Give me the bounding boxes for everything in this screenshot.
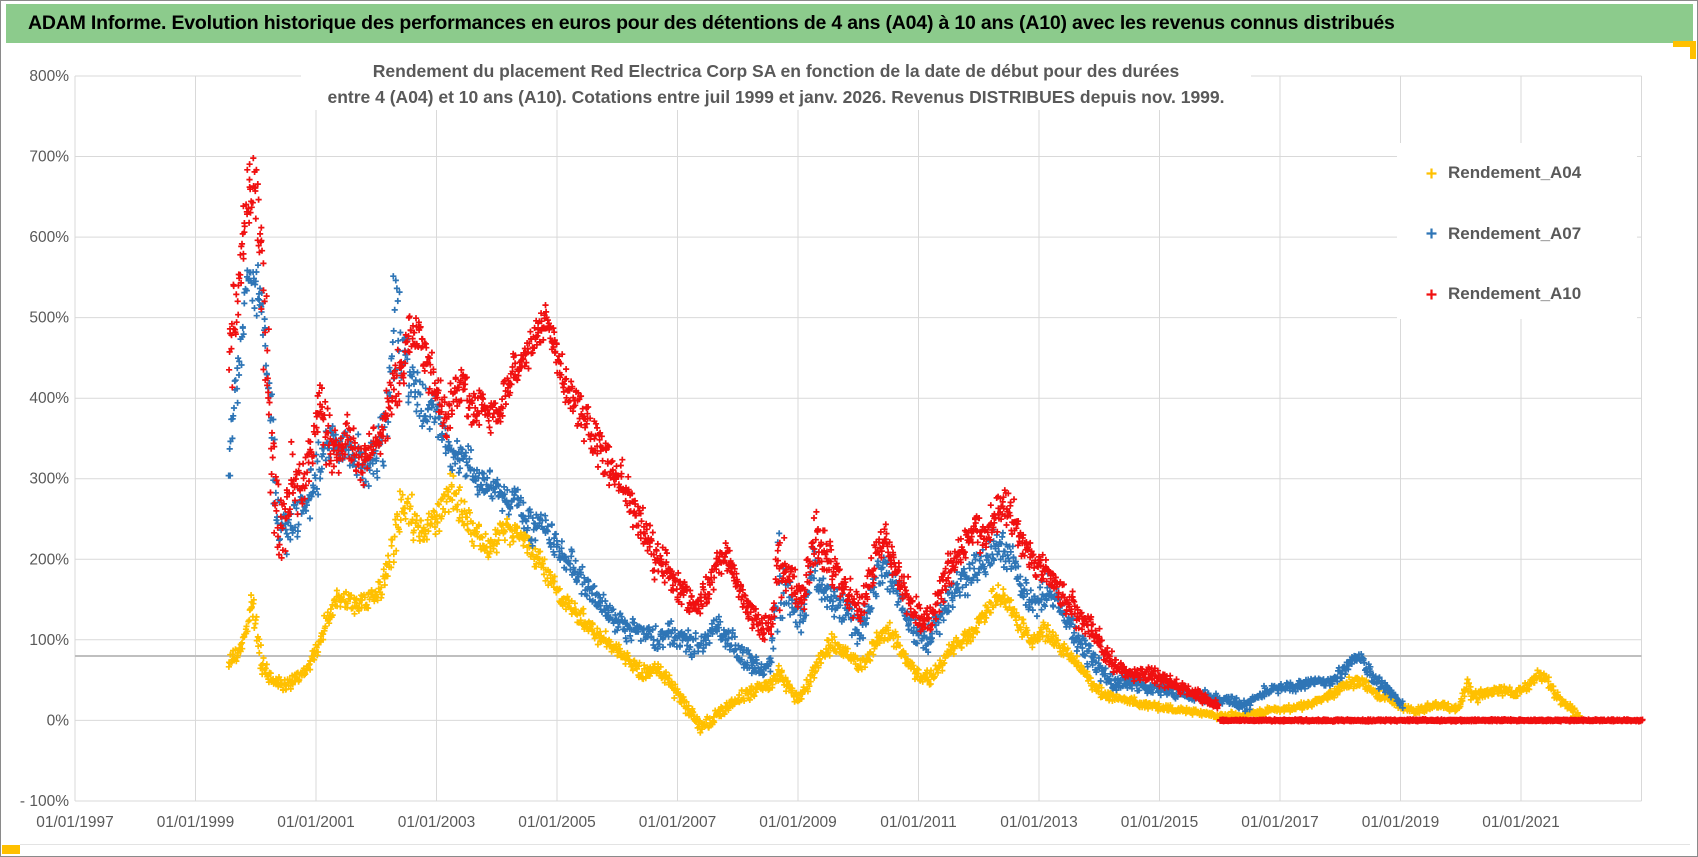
plus-marker-icon <box>1426 168 1437 178</box>
svg-text:800%: 800% <box>29 68 69 85</box>
plus-marker-icon <box>1426 228 1437 239</box>
chart-title-line2: entre 4 (A04) et 10 ans (A10). Cotations… <box>327 87 1225 107</box>
svg-text:01/01/1999: 01/01/1999 <box>157 814 235 831</box>
svg-text:300%: 300% <box>29 471 69 488</box>
svg-text:500%: 500% <box>29 310 69 327</box>
svg-text:200%: 200% <box>29 551 69 568</box>
y-axis-labels: 800% 700% 600% 500% 400% 300% 200% 100% 0% - 100% <box>20 68 69 810</box>
svg-text:01/01/2005: 01/01/2005 <box>518 814 596 831</box>
svg-text:01/01/2003: 01/01/2003 <box>398 814 476 831</box>
chart-title-line1: Rendement du placement Red Electrica Cor… <box>372 61 1180 81</box>
chart-legend: Rendement_A04 Rendement_A07 Rendement_A10 <box>1397 143 1637 319</box>
svg-text:01/01/2011: 01/01/2011 <box>880 814 956 831</box>
banner-title: ADAM Informe. Evolution historique des p… <box>28 12 1395 34</box>
selection-handle-icon <box>1673 41 1696 47</box>
chart-title: Rendement du placement Red Electrica Cor… <box>301 58 1251 110</box>
svg-text:01/01/2021: 01/01/2021 <box>1482 814 1560 831</box>
selection-handle-icon <box>1690 41 1696 59</box>
svg-text:700%: 700% <box>29 149 69 166</box>
legend-item-Rendement_A07[interactable]: Rendement_A07 <box>1425 224 1581 244</box>
legend-item-Rendement_A04[interactable]: Rendement_A04 <box>1425 163 1581 183</box>
selection-handle-icon <box>2 845 20 854</box>
legend-item-Rendement_A10[interactable]: Rendement_A10 <box>1425 284 1581 304</box>
svg-text:01/01/2017: 01/01/2017 <box>1241 814 1319 831</box>
legend-label: Rendement_A07 <box>1448 223 1582 243</box>
sheet-header-banner: ADAM Informe. Evolution historique des p… <box>6 4 1693 43</box>
series-Rendement_A07[interactable] <box>225 262 1406 715</box>
series-Rendement_A04[interactable] <box>225 470 1583 736</box>
svg-text:400%: 400% <box>29 390 69 407</box>
plus-marker-icon <box>1426 289 1437 299</box>
legend-label: Rendement_A04 <box>1448 163 1582 182</box>
svg-text:01/01/2001: 01/01/2001 <box>277 814 355 831</box>
svg-text:01/01/1997: 01/01/1997 <box>36 814 114 831</box>
svg-text:- 100%: - 100% <box>20 793 69 810</box>
x-axis-labels: 01/01/1997 01/01/1999 01/01/2001 01/01/2003… <box>36 814 1560 831</box>
svg-text:100%: 100% <box>29 632 69 649</box>
svg-text:600%: 600% <box>29 229 69 246</box>
svg-text:01/01/2019: 01/01/2019 <box>1362 814 1440 831</box>
svg-text:01/01/2015: 01/01/2015 <box>1121 814 1199 831</box>
svg-text:01/01/2013: 01/01/2013 <box>1000 814 1078 831</box>
legend-label: Rendement_A10 <box>1448 284 1582 303</box>
bottom-divider <box>20 844 1690 845</box>
svg-text:0%: 0% <box>47 712 70 729</box>
svg-text:01/01/2009: 01/01/2009 <box>759 814 837 831</box>
svg-text:01/01/2007: 01/01/2007 <box>639 814 717 831</box>
series-Rendement_A10[interactable] <box>226 155 1646 725</box>
